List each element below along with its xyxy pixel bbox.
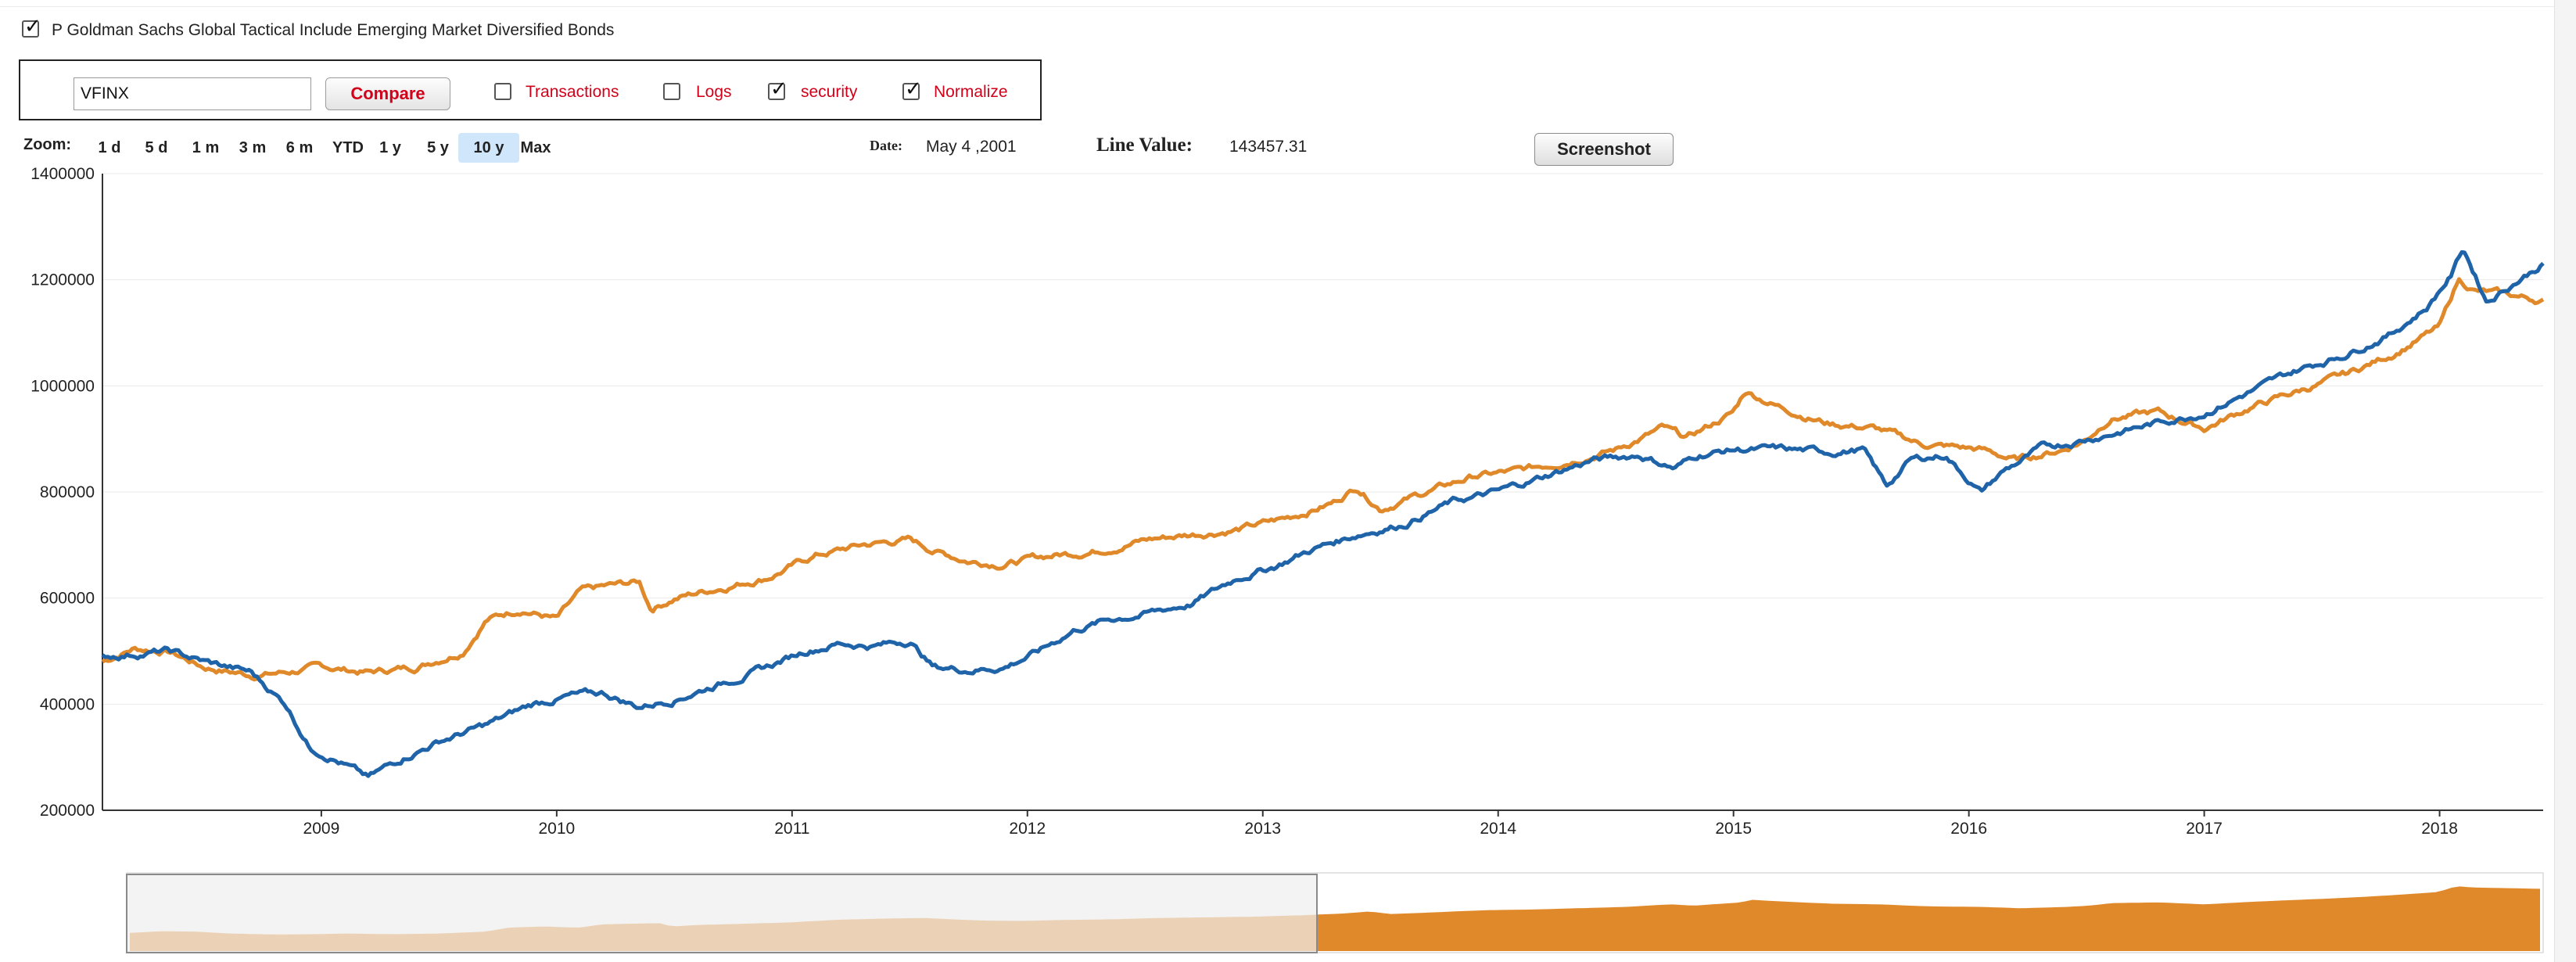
zoom-1d-button[interactable]: 1 d bbox=[98, 138, 121, 156]
x-tick-label: 2012 bbox=[1009, 820, 1046, 838]
security-label: security bbox=[801, 83, 858, 101]
zoom-1m-button[interactable]: 1 m bbox=[192, 138, 220, 156]
checkmark-icon: ✓ bbox=[24, 15, 41, 38]
line-value: 143457.31 bbox=[1229, 138, 1308, 156]
x-tick-label: 2011 bbox=[774, 820, 809, 838]
normalize-checkbox[interactable]: ✓ bbox=[902, 79, 922, 100]
x-tick-label: 2013 bbox=[1244, 820, 1281, 838]
compare-button[interactable]: Compare bbox=[325, 77, 450, 110]
x-tick-label: 2009 bbox=[303, 820, 340, 838]
chart-grid bbox=[102, 173, 2543, 811]
compare-controls-panel bbox=[19, 59, 1042, 120]
security-visibility-checkbox[interactable]: ✓ bbox=[22, 16, 41, 38]
x-axis-ticks: 2009 2010 2011 2012 2013 2014 2015 2016 2017 2018 bbox=[303, 810, 2458, 838]
y-tick-label: 800000 bbox=[40, 483, 95, 501]
zoom-10y-button[interactable]: 10 y bbox=[458, 133, 519, 163]
security-title: P Goldman Sachs Global Tactical Include … bbox=[52, 21, 615, 39]
y-axis-ticks: 1400000 1200000 1000000 800000 600000 400000 2… bbox=[30, 165, 95, 820]
y-tick-label: 1000000 bbox=[30, 377, 95, 395]
zoom-ytd-button[interactable]: YTD bbox=[332, 138, 364, 156]
x-tick-label: 2018 bbox=[2421, 820, 2458, 838]
y-tick-label: 1400000 bbox=[30, 165, 95, 183]
zoom-5d-button[interactable]: 5 d bbox=[145, 138, 168, 156]
zoom-max-button[interactable]: Max bbox=[520, 138, 551, 156]
transactions-checkbox[interactable] bbox=[494, 83, 511, 100]
orange-series-line bbox=[101, 277, 2545, 682]
range-navigator[interactable] bbox=[126, 872, 2544, 953]
x-tick-label: 2014 bbox=[1480, 820, 1516, 838]
chart-axes bbox=[102, 174, 2543, 811]
zoom-bar: Zoom: 1 d 5 d 1 m 3 m 6 m YTD 1 y 5 y 10… bbox=[0, 133, 626, 163]
checkmark-icon: ✓ bbox=[905, 77, 922, 101]
y-tick-label: 400000 bbox=[40, 695, 95, 713]
series-group bbox=[101, 249, 2545, 778]
y-tick-label: 1200000 bbox=[30, 271, 95, 289]
transactions-label: Transactions bbox=[526, 83, 619, 101]
x-tick-label: 2016 bbox=[1950, 820, 1987, 838]
normalize-label: Normalize bbox=[934, 83, 1008, 101]
screenshot-button[interactable]: Screenshot bbox=[1534, 133, 1674, 166]
date-label: Date: bbox=[870, 138, 902, 153]
zoom-5y-button[interactable]: 5 y bbox=[427, 138, 449, 156]
zoom-6m-button[interactable]: 6 m bbox=[285, 138, 314, 156]
x-tick-label: 2010 bbox=[539, 820, 576, 838]
date-value: May 4 ,2001 bbox=[926, 138, 1017, 156]
logs-label: Logs bbox=[696, 83, 732, 101]
y-tick-label: 600000 bbox=[40, 590, 95, 608]
x-tick-label: 2017 bbox=[2186, 820, 2223, 838]
zoom-3m-button[interactable]: 3 m bbox=[239, 138, 267, 156]
y-tick-label: 200000 bbox=[40, 802, 95, 820]
navigator-selection-window[interactable] bbox=[126, 874, 1318, 953]
security-checkbox[interactable]: ✓ bbox=[768, 79, 788, 100]
line-value-label: Line Value: bbox=[1096, 135, 1193, 156]
top-border bbox=[0, 0, 2554, 7]
zoom-label: Zoom: bbox=[23, 136, 72, 153]
logs-checkbox[interactable] bbox=[663, 83, 680, 100]
checkmark-icon: ✓ bbox=[770, 77, 788, 101]
blue-series-line bbox=[101, 249, 2545, 778]
page-scroll-edge bbox=[2554, 0, 2576, 962]
zoom-1y-button[interactable]: 1 y bbox=[379, 138, 401, 156]
x-tick-label: 2015 bbox=[1715, 820, 1752, 838]
ticker-input[interactable] bbox=[74, 77, 311, 110]
